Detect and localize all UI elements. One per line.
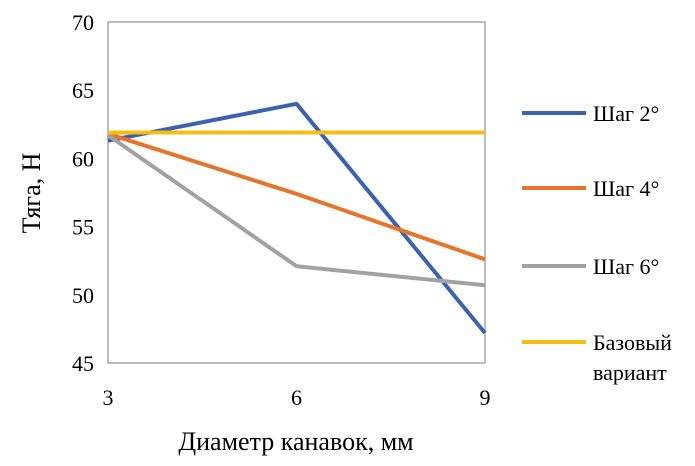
y-tick-label: 70 — [72, 10, 94, 35]
x-tick-label: 9 — [480, 385, 491, 410]
legend-label-4: Базовый — [593, 330, 672, 355]
y-tick-label: 50 — [72, 283, 94, 308]
series-line-2 — [107, 131, 486, 262]
x-tick-label: 3 — [103, 385, 114, 410]
series-line-3 — [106, 133, 486, 288]
legend: Шаг 2° Шаг 4° Шаг 6° Базовый вариант — [522, 101, 672, 385]
y-tick-label: 55 — [72, 215, 94, 240]
x-axis-title: Диаметр канавок, мм — [178, 427, 413, 456]
legend-label-3: Шаг 6° — [593, 254, 659, 279]
y-tick-label: 45 — [72, 351, 94, 376]
legend-label-2: Шаг 4° — [593, 176, 659, 201]
y-tick-label: 65 — [72, 78, 94, 103]
y-tick-label: 60 — [72, 146, 94, 171]
legend-label-1: Шаг 2° — [593, 101, 659, 126]
x-tick-labels: 3 6 9 — [103, 385, 491, 410]
y-axis-title: Тяга, Н — [17, 152, 46, 233]
x-tick-label: 6 — [291, 385, 302, 410]
series-layer — [106, 101, 487, 335]
legend-label-4: вариант — [593, 360, 667, 385]
series-line-1 — [107, 101, 487, 335]
y-tick-labels: 45 50 55 60 65 70 — [72, 10, 94, 376]
